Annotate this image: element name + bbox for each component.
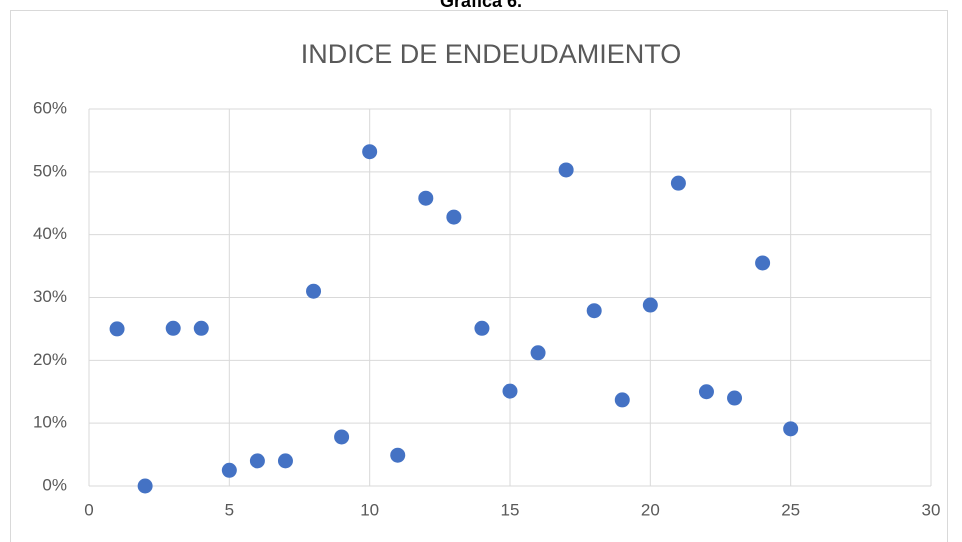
point xyxy=(418,190,434,206)
point xyxy=(277,453,293,469)
point xyxy=(530,345,546,361)
point xyxy=(390,447,406,463)
x-tick-label: 15 xyxy=(501,500,520,519)
point xyxy=(614,392,630,408)
point xyxy=(165,320,181,336)
point xyxy=(249,453,265,469)
chart-frame xyxy=(10,10,948,542)
point xyxy=(698,384,714,400)
point xyxy=(334,429,350,445)
point xyxy=(306,283,322,299)
point xyxy=(642,297,658,313)
point xyxy=(783,421,799,437)
point xyxy=(502,383,518,399)
y-tick-label: 40% xyxy=(33,224,67,243)
chart-title: INDICE DE ENDEUDAMIENTO xyxy=(301,39,682,69)
y-tick-label: 20% xyxy=(33,350,67,369)
x-tick-label: 0 xyxy=(84,500,93,519)
point xyxy=(446,209,462,225)
caption: Gráfica 6. xyxy=(440,0,522,11)
point xyxy=(474,320,490,336)
point xyxy=(755,255,771,271)
y-tick-label: 30% xyxy=(33,287,67,306)
point xyxy=(670,175,686,191)
point xyxy=(221,462,237,478)
x-tick-label: 30 xyxy=(922,500,941,519)
point xyxy=(586,303,602,319)
x-tick-label: 10 xyxy=(360,500,379,519)
point xyxy=(193,320,209,336)
y-tick-label: 10% xyxy=(33,413,67,432)
x-tick-label: 20 xyxy=(641,500,660,519)
y-tick-label: 60% xyxy=(33,98,67,117)
x-tick-label: 5 xyxy=(225,500,234,519)
y-tick-label: 0% xyxy=(42,475,67,494)
point xyxy=(558,162,574,178)
x-tick-label: 25 xyxy=(781,500,800,519)
point xyxy=(362,144,378,160)
y-tick-label: 50% xyxy=(33,161,67,180)
point xyxy=(727,390,743,406)
point xyxy=(137,478,153,494)
point xyxy=(109,321,125,337)
